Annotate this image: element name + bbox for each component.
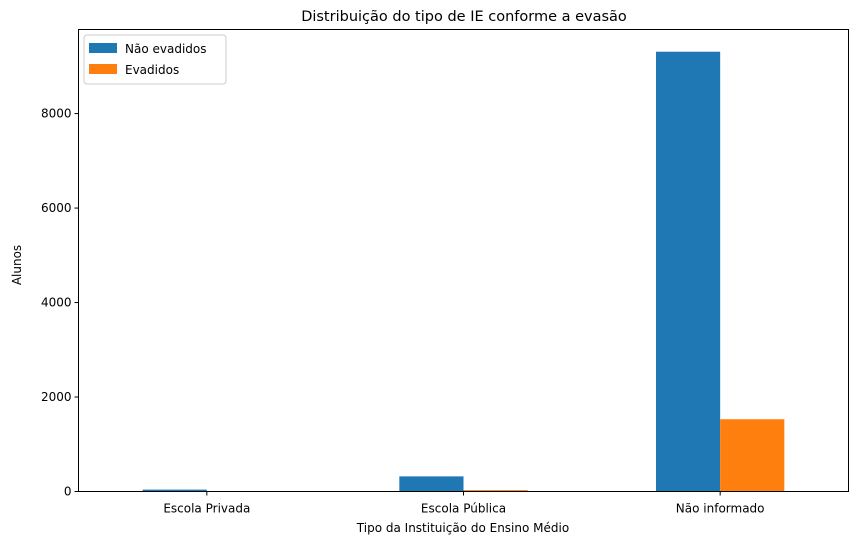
legend-swatch-1 <box>89 64 117 74</box>
y-tick-label-2: 4000 <box>41 296 72 310</box>
legend-label-1: Evadidos <box>125 63 179 77</box>
bars-group <box>142 51 785 492</box>
x-tick-label-1: Escola Pública <box>421 502 506 516</box>
legend-box <box>83 34 227 85</box>
y-axis-label: Alunos <box>10 245 24 285</box>
chart-title: Distribuição do tipo de IE conforme a ev… <box>301 9 627 25</box>
bar-nao-evadidos-1 <box>399 476 464 492</box>
x-tick-label-0: Escola Privada <box>163 502 250 516</box>
bar-nao-evadidos-0 <box>142 489 207 492</box>
y-tick-label-3: 6000 <box>41 201 72 215</box>
x-ticks-group: Escola Privada Escola Pública Não informad… <box>163 491 765 516</box>
y-tick-label-0: 0 <box>64 485 72 499</box>
y-tick-label-4: 8000 <box>41 107 72 121</box>
plot-frame <box>78 29 849 492</box>
y-tick-label-1: 2000 <box>41 390 72 404</box>
bar-nao-evadidos-2 <box>656 51 721 492</box>
x-axis-label: Tipo da Instituição do Ensino Médio <box>356 521 569 535</box>
legend-label-0: Não evadidos <box>125 42 207 56</box>
x-tick-label-2: Não informado <box>676 502 765 516</box>
y-ticks-group: 0 2000 4000 6000 8000 <box>41 107 79 499</box>
bar-evadidos-2 <box>720 419 785 492</box>
bar-evadidos-1 <box>463 490 528 492</box>
legend-swatch-0 <box>89 43 117 53</box>
legend: Não evadidos Evadidos <box>83 34 227 85</box>
